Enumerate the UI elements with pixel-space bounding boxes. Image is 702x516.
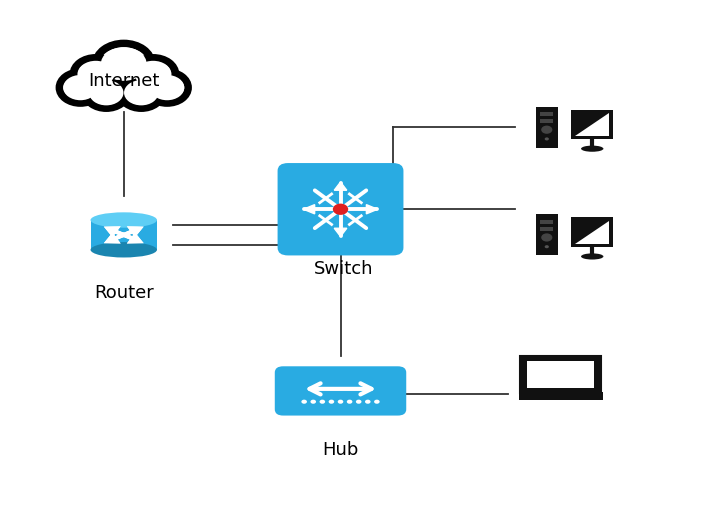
Text: Hub: Hub bbox=[322, 441, 359, 459]
Polygon shape bbox=[576, 220, 609, 244]
Circle shape bbox=[347, 400, 352, 404]
Circle shape bbox=[541, 125, 552, 134]
Circle shape bbox=[319, 400, 325, 404]
Circle shape bbox=[541, 233, 552, 241]
FancyArrow shape bbox=[107, 228, 124, 235]
FancyBboxPatch shape bbox=[519, 392, 603, 400]
Circle shape bbox=[310, 400, 316, 404]
Circle shape bbox=[329, 400, 334, 404]
FancyArrow shape bbox=[124, 235, 140, 241]
FancyBboxPatch shape bbox=[527, 361, 595, 389]
FancyBboxPatch shape bbox=[536, 107, 558, 148]
Circle shape bbox=[150, 75, 185, 100]
Circle shape bbox=[338, 400, 343, 404]
Ellipse shape bbox=[91, 242, 157, 257]
Circle shape bbox=[365, 400, 371, 404]
FancyBboxPatch shape bbox=[541, 119, 553, 123]
FancyArrow shape bbox=[124, 228, 140, 235]
Circle shape bbox=[86, 77, 127, 108]
FancyBboxPatch shape bbox=[571, 217, 614, 247]
Circle shape bbox=[89, 80, 124, 105]
Text: Router: Router bbox=[94, 284, 154, 302]
Circle shape bbox=[301, 400, 307, 404]
FancyBboxPatch shape bbox=[541, 227, 553, 231]
Circle shape bbox=[124, 80, 159, 105]
Polygon shape bbox=[576, 113, 609, 136]
Ellipse shape bbox=[581, 146, 604, 152]
Circle shape bbox=[135, 61, 171, 88]
FancyBboxPatch shape bbox=[91, 220, 157, 250]
Circle shape bbox=[356, 400, 362, 404]
Circle shape bbox=[545, 245, 549, 248]
FancyArrow shape bbox=[107, 228, 124, 235]
Circle shape bbox=[74, 58, 118, 91]
Circle shape bbox=[63, 75, 98, 100]
FancyArrow shape bbox=[124, 228, 140, 235]
Circle shape bbox=[120, 77, 162, 108]
Circle shape bbox=[333, 204, 348, 215]
FancyBboxPatch shape bbox=[520, 356, 602, 394]
FancyArrow shape bbox=[366, 205, 378, 214]
FancyBboxPatch shape bbox=[541, 112, 553, 116]
Circle shape bbox=[374, 400, 380, 404]
Circle shape bbox=[60, 72, 101, 103]
Circle shape bbox=[77, 61, 114, 88]
FancyArrow shape bbox=[124, 235, 140, 241]
FancyBboxPatch shape bbox=[541, 219, 553, 223]
FancyBboxPatch shape bbox=[536, 214, 558, 255]
FancyArrow shape bbox=[303, 205, 315, 214]
Text: Switch: Switch bbox=[314, 260, 373, 278]
Circle shape bbox=[101, 47, 147, 81]
FancyBboxPatch shape bbox=[571, 110, 614, 139]
Text: Internet: Internet bbox=[88, 72, 159, 90]
Circle shape bbox=[131, 58, 176, 91]
Polygon shape bbox=[576, 113, 609, 136]
FancyArrow shape bbox=[334, 182, 347, 191]
FancyArrow shape bbox=[107, 235, 124, 241]
FancyArrow shape bbox=[107, 235, 124, 241]
Polygon shape bbox=[576, 220, 609, 244]
FancyArrow shape bbox=[334, 228, 347, 236]
Circle shape bbox=[146, 72, 188, 103]
Circle shape bbox=[545, 137, 549, 140]
Ellipse shape bbox=[91, 212, 157, 228]
Circle shape bbox=[95, 43, 152, 85]
FancyBboxPatch shape bbox=[274, 366, 406, 415]
FancyBboxPatch shape bbox=[277, 163, 404, 255]
Ellipse shape bbox=[581, 253, 604, 260]
